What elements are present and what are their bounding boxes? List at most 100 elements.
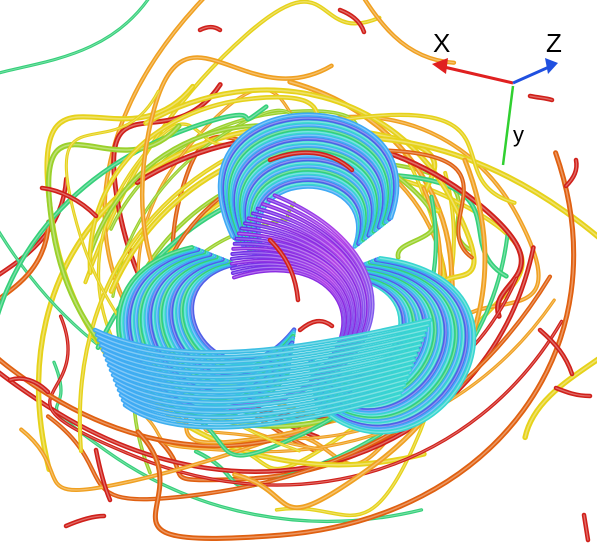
- red-streamline-fragment-highlight: [339, 9, 365, 33]
- bundle-streamline-highlight: [224, 124, 393, 242]
- bundle-streamline-highlight: [226, 127, 391, 243]
- outer-streamline: [232, 157, 488, 511]
- outer-streamline: [108, 134, 597, 441]
- red-streamline-fragment-highlight: [565, 159, 578, 187]
- bundle-streamline: [232, 139, 385, 250]
- red-streamline-fragment: [63, 513, 107, 529]
- bundle-streamline-highlight: [237, 148, 380, 251]
- bundle-streamline: [314, 257, 470, 429]
- bundle-streamline-highlight: [222, 120, 395, 240]
- red-streamline-fragment-highlight: [95, 449, 111, 501]
- bundle-streamline: [234, 143, 383, 251]
- front-streamline-highlight: [94, 319, 431, 354]
- red-streamline-fragment: [563, 157, 579, 189]
- bundle-streamline-highlight: [187, 262, 295, 364]
- bundle-streamline: [223, 122, 394, 243]
- front-streamline: [94, 322, 431, 360]
- red-streamline-fragment-highlight: [529, 95, 553, 101]
- red-streamline-fragment-highlight: [199, 26, 221, 31]
- front-streamline: [110, 362, 415, 400]
- outer-streamline: [45, 274, 553, 502]
- front-streamline: [118, 382, 407, 420]
- front-streamline-highlight: [116, 374, 409, 409]
- front-streamline-highlight: [124, 394, 401, 429]
- bundle-streamline: [230, 136, 387, 249]
- front-streamline: [122, 392, 403, 430]
- red-streamline-fragment: [7, 376, 51, 395]
- front-streamline: [96, 327, 429, 365]
- bundle-streamline-highlight: [315, 260, 465, 425]
- red-streamline-fragment-highlight: [539, 329, 573, 375]
- bundle-streamline: [236, 146, 381, 253]
- outer-streamline-highlight: [137, 152, 575, 540]
- red-streamline-fragment-highlight: [555, 387, 591, 397]
- red-streamline-fragment: [197, 24, 223, 33]
- bundle-streamline-highlight: [221, 117, 396, 239]
- outer-streamline-highlight: [110, 136, 597, 439]
- bundle-streamline: [313, 260, 459, 421]
- front-streamline: [104, 347, 421, 385]
- bundle-streamline-highlight: [315, 259, 468, 428]
- front-streamline-highlight: [112, 364, 413, 399]
- bundle-streamline: [312, 261, 452, 416]
- bundle-streamline-highlight: [314, 262, 454, 417]
- front-streamline: [100, 337, 425, 375]
- bundle-streamline-highlight: [230, 134, 387, 246]
- bundle-streamline-highlight: [316, 258, 472, 431]
- bundle-streamline: [313, 258, 466, 427]
- front-streamline-highlight: [114, 369, 411, 404]
- red-streamline-fragment: [39, 185, 99, 219]
- red-streamline-fragment: [553, 385, 593, 399]
- bundle-streamline-highlight: [314, 261, 457, 420]
- red-streamline-fragment-highlight: [269, 151, 353, 171]
- front-streamline-highlight: [102, 339, 423, 374]
- front-streamline-highlight: [106, 349, 419, 384]
- front-streamline: [120, 387, 405, 425]
- bundle-streamline-highlight: [232, 138, 385, 247]
- bundle-streamline-highlight: [315, 260, 461, 422]
- bundle-streamline-highlight: [219, 113, 398, 238]
- bundle-streamline: [312, 260, 456, 419]
- red-streamline-fragment-highlight: [269, 239, 299, 301]
- bundle-streamline: [226, 129, 391, 246]
- red-streamline-fragment: [337, 7, 367, 35]
- red-streamline-fragment-highlight: [41, 187, 97, 217]
- bundle-streamline: [225, 126, 392, 245]
- front-streamline: [92, 317, 433, 355]
- bundle-streamline-highlight: [228, 131, 389, 244]
- red-streamline-fragment: [581, 512, 591, 543]
- front-streamline-highlight: [96, 324, 429, 359]
- bundle-streamline: [186, 261, 297, 366]
- front-streamline-highlight: [122, 389, 403, 424]
- bundle-streamline-highlight: [235, 144, 382, 250]
- bundle-streamline: [313, 259, 463, 424]
- front-streamline: [102, 342, 423, 380]
- front-streamline-highlight: [100, 334, 425, 369]
- bundle-streamline-highlight: [234, 141, 383, 249]
- outer-streamline-highlight: [47, 275, 551, 500]
- front-streamline-highlight: [110, 359, 415, 394]
- bundle-streamline: [228, 133, 389, 247]
- bundle-streamline-highlight: [316, 257, 475, 433]
- red-streamline-fragment-highlight: [583, 514, 589, 541]
- red-streamline-fragment-highlight: [65, 515, 105, 527]
- red-streamline-fragment: [297, 318, 335, 333]
- front-streamline: [98, 332, 427, 370]
- front-streamline: [106, 352, 419, 390]
- front-streamline-highlight: [98, 329, 427, 364]
- front-streamline: [114, 372, 411, 410]
- bundle-streamline-highlight: [314, 263, 451, 414]
- red-streamline-fragment: [267, 237, 301, 303]
- red-streamline-fragment: [267, 150, 355, 173]
- outer-streamline-highlight: [233, 159, 486, 509]
- front-streamline: [108, 357, 417, 395]
- bundle-streamline: [314, 256, 473, 432]
- front-streamline-highlight: [108, 354, 417, 389]
- front-streamline-highlight: [118, 379, 407, 414]
- front-streamline-highlight: [120, 384, 405, 419]
- red-streamline-fragment-highlight: [299, 320, 333, 331]
- front-streamline: [116, 377, 409, 415]
- red-streamline-fragment: [93, 447, 113, 503]
